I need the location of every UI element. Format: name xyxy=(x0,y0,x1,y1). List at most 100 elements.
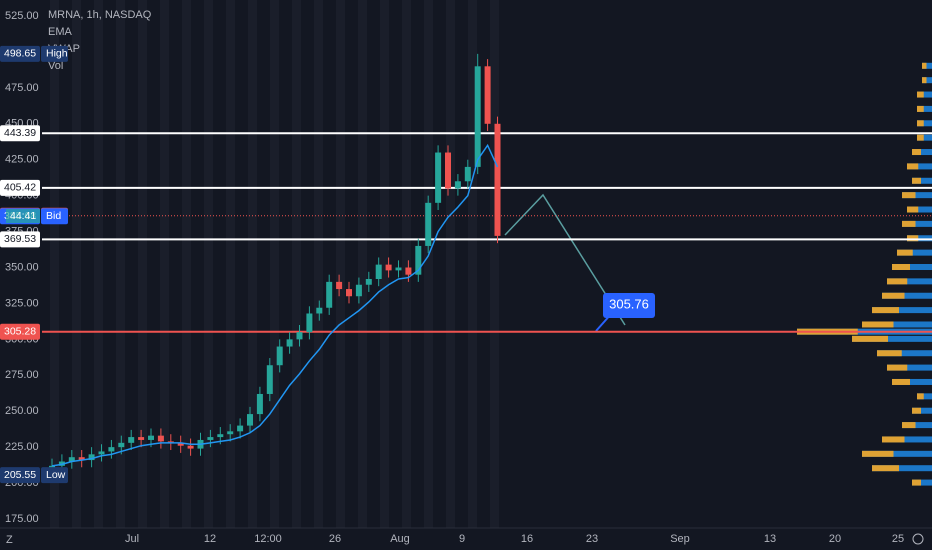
stripe xyxy=(116,0,125,528)
volume-profile-bar xyxy=(917,105,932,112)
x-tick-label: 25 xyxy=(892,533,904,545)
volume-profile-bar xyxy=(922,62,932,69)
volume-profile-bar-part xyxy=(907,206,919,213)
indicator: Vol xyxy=(48,60,63,72)
volume-profile-bar-part xyxy=(912,149,921,156)
y-tick-label: 250.00 xyxy=(5,405,39,417)
price-label: 369.53 xyxy=(4,233,36,245)
volume-profile-bar-part xyxy=(907,235,919,242)
indicator: EMA xyxy=(48,26,73,38)
price-tag-box xyxy=(41,467,68,484)
candle-body xyxy=(276,346,283,366)
y-tick-label: 325.00 xyxy=(5,297,39,309)
y-tick-label: 275.00 xyxy=(5,369,39,381)
zoom-icon[interactable]: Z xyxy=(6,534,13,546)
price-tag: Bid xyxy=(46,210,61,222)
volume-profile-bar xyxy=(912,149,932,156)
candle-body xyxy=(187,445,194,449)
candle-body xyxy=(128,437,135,443)
volume-profile-bar xyxy=(862,450,932,457)
volume-profile-bar xyxy=(862,321,932,328)
volume-profile-bar-part xyxy=(877,350,902,357)
stripe xyxy=(94,0,103,528)
price-label: 205.55 xyxy=(4,469,36,481)
annotation-box xyxy=(603,293,655,318)
candle-body xyxy=(227,431,234,435)
price-tag-box xyxy=(41,45,68,62)
settings-icon[interactable] xyxy=(912,533,924,545)
price-label-box xyxy=(0,45,40,62)
volume-profile-bar-part xyxy=(917,105,924,112)
x-tick-label: Sep xyxy=(670,533,690,545)
price-label: 498.65 xyxy=(4,48,36,60)
stripe xyxy=(204,0,213,528)
y-tick-label: 175.00 xyxy=(5,513,39,525)
x-tick-label: 9 xyxy=(459,533,465,545)
volume-profile-bar-part xyxy=(917,91,924,98)
volume-profile-bar-part xyxy=(897,249,913,256)
price-label-box xyxy=(0,323,40,340)
candle-body xyxy=(148,435,154,440)
candle-body xyxy=(217,434,224,438)
candle-body xyxy=(118,442,125,448)
stripe xyxy=(72,0,81,528)
volume-profile-bar-part xyxy=(882,292,905,299)
price-tag-box xyxy=(41,208,68,225)
volume-profile-bar xyxy=(907,235,932,242)
candle-body xyxy=(157,435,164,442)
volume-profile-bar-part xyxy=(852,335,888,342)
candle-body xyxy=(237,425,244,432)
candle-body xyxy=(296,332,303,340)
volume-profile-bar-part xyxy=(892,378,910,385)
candle-body xyxy=(415,245,422,275)
volume-profile-bar-part xyxy=(892,264,910,270)
volume-profile-bar xyxy=(912,177,932,184)
candle-body xyxy=(247,414,253,426)
x-tick-label: 20 xyxy=(829,533,841,545)
volume-profile-bar xyxy=(902,192,932,199)
candle-body xyxy=(326,281,333,308)
chart-title: MRNA, 1h, NASDAQ xyxy=(48,9,152,21)
volume-profile-bar xyxy=(892,378,932,385)
candle-body xyxy=(385,264,392,271)
candle-body xyxy=(484,66,491,124)
volume-profile-bar-part xyxy=(917,120,924,127)
y-tick-label: 425.00 xyxy=(5,154,39,166)
volume-profile-bar-part xyxy=(862,450,894,457)
volume-profile-bar-part xyxy=(872,307,899,314)
candle-body xyxy=(365,278,372,285)
countdown: 44:41 xyxy=(10,210,36,222)
x-tick-label: 16 xyxy=(521,533,533,545)
candle-body xyxy=(405,267,412,275)
price-label-box xyxy=(0,125,40,142)
volume-profile-bar-part xyxy=(917,393,924,400)
x-tick-label: 23 xyxy=(586,533,598,545)
price-label: 305.28 xyxy=(4,326,36,338)
volume-profile-bar xyxy=(872,307,932,314)
candle-body xyxy=(445,152,451,189)
volume-profile-bar xyxy=(917,134,932,141)
volume-profile-bar-part xyxy=(922,77,927,84)
stripe xyxy=(490,0,499,528)
volume-profile-bar-part xyxy=(907,163,919,170)
volume-profile-bar-part xyxy=(862,321,894,328)
volume-profile-bar xyxy=(912,479,932,486)
candle-body xyxy=(346,289,352,297)
volume-profile-bar-part xyxy=(902,192,916,199)
candle-body xyxy=(68,457,75,462)
volume-profile-bar-part xyxy=(912,177,921,184)
volume-profile-bar-part xyxy=(882,436,905,443)
volume-profile-bar xyxy=(907,163,932,170)
x-tick-label: 12 xyxy=(204,533,216,545)
stripe xyxy=(226,0,235,528)
candle-body xyxy=(425,202,432,246)
candle-body xyxy=(454,181,461,189)
stripe xyxy=(50,0,59,528)
y-tick-label: 225.00 xyxy=(5,441,39,453)
volume-profile-bar xyxy=(917,91,932,98)
volume-profile-bar xyxy=(882,436,932,443)
volume-profile-bar xyxy=(882,292,932,299)
stripe xyxy=(270,0,279,528)
